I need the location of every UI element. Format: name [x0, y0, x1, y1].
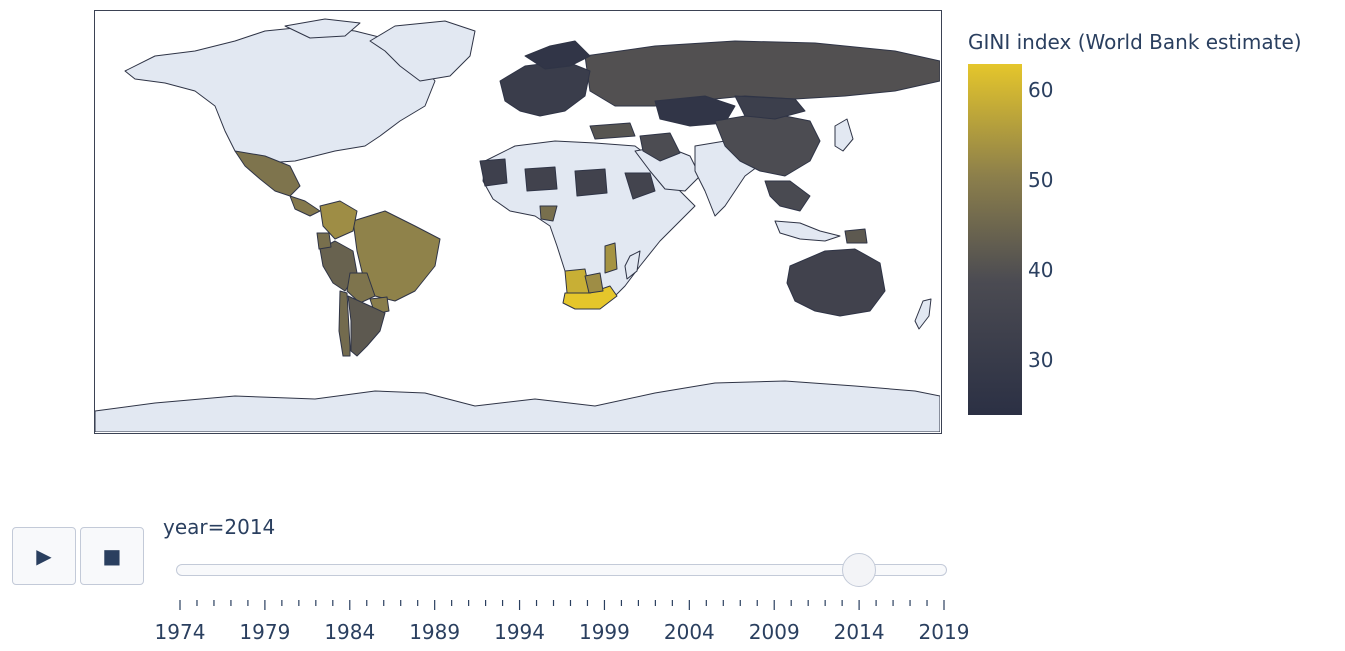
country-bolivia[interactable] [346, 272, 376, 304]
slider-tick-label[interactable]: 2009 [748, 620, 800, 644]
world-map[interactable] [94, 10, 942, 434]
slider-tick-label[interactable]: 1979 [239, 620, 291, 644]
north-america[interactable] [124, 25, 436, 164]
colorbar [968, 64, 1022, 415]
slider-tick-label[interactable]: 1989 [409, 620, 461, 644]
country-papua-new-guinea[interactable] [844, 228, 868, 244]
slider-tick-label[interactable]: 1994 [494, 620, 545, 644]
slider-current-value: year=2014 [163, 515, 276, 539]
country-mongolia[interactable] [734, 95, 806, 120]
colorbar-tick-label: 40 [1028, 258, 1054, 282]
stop-button[interactable]: ■ [80, 527, 144, 585]
slider-ticks [179, 600, 945, 610]
country-brazil[interactable] [352, 210, 441, 302]
year-slider-track[interactable] [176, 564, 947, 576]
antarctica[interactable] [95, 380, 940, 432]
new-zealand[interactable] [914, 298, 932, 330]
stop-icon: ■ [102, 544, 122, 568]
country-colombia[interactable] [319, 200, 358, 240]
slider-tick-label[interactable]: 1999 [578, 620, 630, 644]
country-iran[interactable] [639, 132, 681, 162]
slider-tick-label[interactable]: 1974 [154, 620, 206, 644]
slider-tick-label[interactable]: 2019 [918, 620, 970, 644]
arctic-islands[interactable] [284, 18, 361, 39]
country-cameroon[interactable] [539, 205, 558, 222]
colorbar-tick-label: 30 [1028, 348, 1054, 372]
country-sudan[interactable] [574, 168, 608, 197]
greenland[interactable] [369, 20, 476, 82]
choropleth-map[interactable] [95, 11, 940, 432]
country-mozambique[interactable] [604, 242, 618, 274]
year-slider-handle[interactable] [842, 553, 877, 587]
country-mali[interactable] [479, 158, 508, 187]
japan[interactable] [834, 118, 854, 152]
play-icon: ▶ [36, 544, 52, 568]
country-turkey[interactable] [589, 122, 636, 140]
colorbar-tick-label: 50 [1028, 168, 1054, 192]
country-argentina[interactable] [347, 295, 386, 357]
country-chile[interactable] [338, 290, 351, 357]
slider-tick-label[interactable]: 1984 [324, 620, 376, 644]
country-ethiopia[interactable] [624, 172, 656, 200]
country-niger[interactable] [524, 166, 558, 192]
country-central-america[interactable] [289, 195, 321, 217]
indonesia[interactable] [774, 220, 841, 242]
madagascar[interactable] [624, 250, 641, 280]
country-ecuador[interactable] [316, 232, 332, 250]
country-scandinavia[interactable] [524, 40, 591, 70]
country-botswana[interactable] [584, 272, 604, 294]
country-russia[interactable] [584, 40, 940, 107]
colorbar-tick-label: 60 [1028, 78, 1054, 102]
slider-tick-label[interactable]: 2014 [833, 620, 885, 644]
play-button[interactable]: ▶ [12, 527, 76, 585]
colorbar-title: GINI index (World Bank estimate) [968, 30, 1302, 54]
country-australia[interactable] [786, 248, 886, 317]
slider-tick-label[interactable]: 2004 [663, 620, 715, 644]
country-southeast-asia[interactable] [764, 180, 811, 212]
